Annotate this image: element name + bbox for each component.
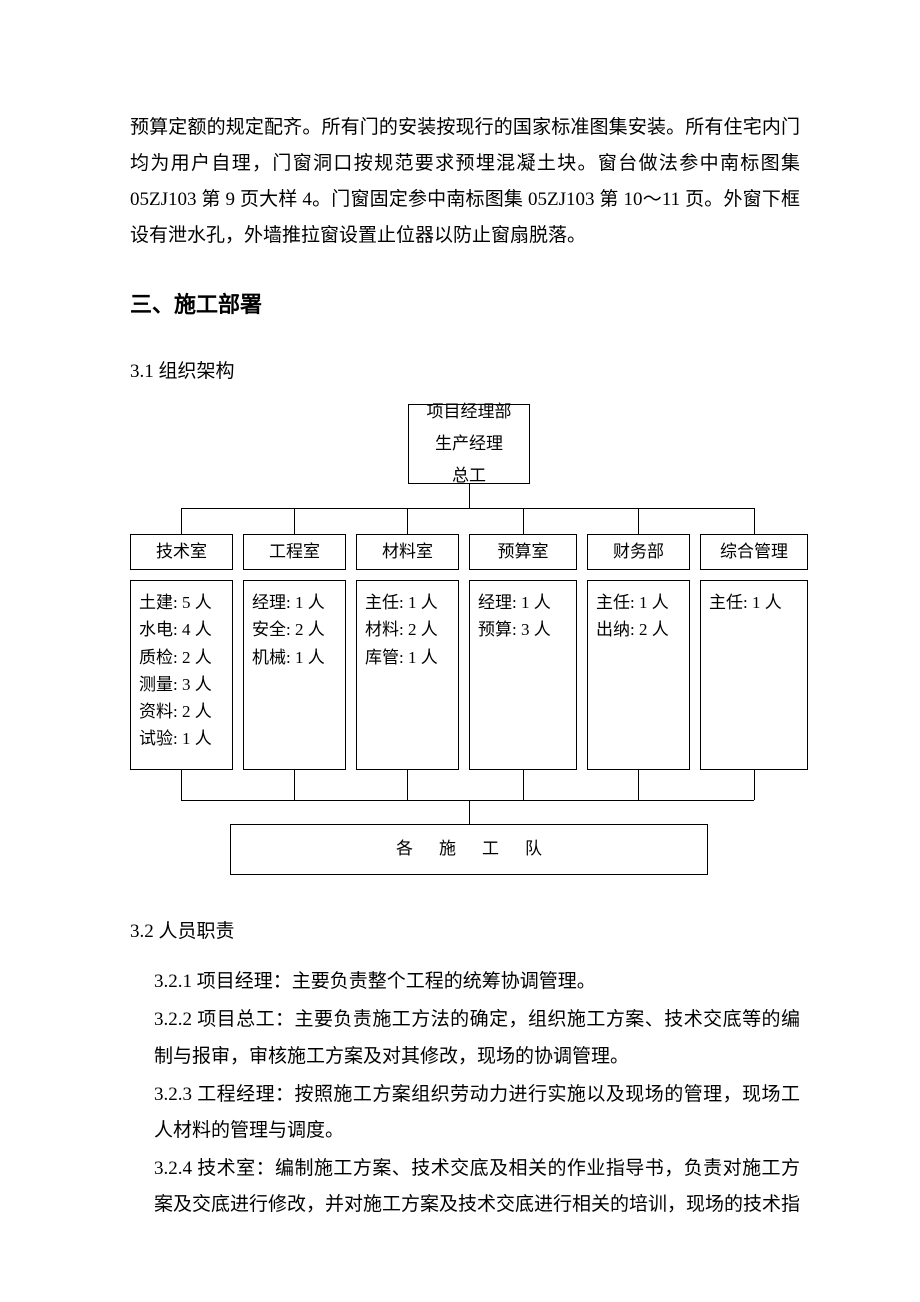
org-bottom-box: 各施工队 [230, 824, 708, 874]
org-staff-line: 主任: 1 人 [365, 589, 450, 616]
org-top-line2: 生产经理 [435, 428, 503, 460]
org-staff-box: 经理: 1 人安全: 2 人机械: 1 人 [243, 580, 346, 770]
org-staff-line: 机械: 1 人 [252, 644, 337, 671]
org-line [407, 770, 408, 800]
resp-item: 3.2.4 技术室：编制施工方案、技术交底及相关的作业指导书，负责对施工方案及交… [154, 1151, 800, 1223]
org-staff-line: 经理: 1 人 [252, 589, 337, 616]
org-staff-line: 质检: 2 人 [139, 644, 224, 671]
org-dept-box: 预算室 [469, 534, 577, 570]
org-line [754, 508, 755, 534]
org-dept-box: 财务部 [587, 534, 690, 570]
org-line [523, 770, 524, 800]
intro-paragraph: 预算定额的规定配齐。所有门的安装按现行的国家标准图集安装。所有住宅内门均为用户自… [130, 110, 800, 254]
section-3-2-title: 3.2 人员职责 [130, 914, 800, 950]
org-line [294, 508, 295, 534]
org-dept-label: 材料室 [382, 536, 433, 568]
org-line [523, 508, 524, 534]
org-staff-line: 资料: 2 人 [139, 698, 224, 725]
responsibilities-block: 3.2.1 项目经理：主要负责整个工程的统筹协调管理。 3.2.2 项目总工：主… [130, 964, 800, 1223]
org-staff-line: 安全: 2 人 [252, 616, 337, 643]
org-line [469, 484, 470, 508]
org-staff-box: 主任: 1 人出纳: 2 人 [587, 580, 690, 770]
org-top-line1: 项目经理部 [427, 396, 512, 428]
org-dept-label: 财务部 [613, 536, 664, 568]
org-line [294, 770, 295, 800]
org-staff-box: 主任: 1 人 [700, 580, 808, 770]
org-line [469, 800, 470, 824]
org-staff-box: 主任: 1 人材料: 2 人库管: 1 人 [356, 580, 459, 770]
org-staff-line: 库管: 1 人 [365, 644, 450, 671]
org-line [638, 770, 639, 800]
org-staff-line: 土建: 5 人 [139, 589, 224, 616]
org-line [181, 508, 182, 534]
org-dept-label: 技术室 [156, 536, 207, 568]
section-3-title: 三、施工部署 [130, 284, 800, 326]
org-dept-box: 综合管理 [700, 534, 808, 570]
org-staff-line: 出纳: 2 人 [596, 616, 681, 643]
org-line [754, 770, 755, 800]
org-staff-line: 预算: 3 人 [478, 616, 568, 643]
org-line [638, 508, 639, 534]
resp-item: 3.2.3 工程经理：按照施工方案组织劳动力进行实施以及现场的管理，现场工人材料… [154, 1077, 800, 1149]
org-staff-line: 材料: 2 人 [365, 616, 450, 643]
org-staff-box: 经理: 1 人预算: 3 人 [469, 580, 577, 770]
org-staff-line: 试验: 1 人 [139, 725, 224, 752]
org-line [181, 770, 182, 800]
org-dept-box: 工程室 [243, 534, 346, 570]
org-staff-line: 经理: 1 人 [478, 589, 568, 616]
org-dept-label: 综合管理 [720, 536, 788, 568]
org-line [407, 508, 408, 534]
org-staff-box: 土建: 5 人水电: 4 人质检: 2 人测量: 3 人资料: 2 人试验: 1… [130, 580, 233, 770]
org-staff-line: 主任: 1 人 [596, 589, 681, 616]
org-line [181, 800, 754, 801]
org-dept-box: 技术室 [130, 534, 233, 570]
org-chart: 项目经理部 生产经理 总工 技术室 工程室 材料室 预算室 财务部 综合管理 土… [130, 404, 810, 874]
resp-item: 3.2.1 项目经理：主要负责整个工程的统筹协调管理。 [154, 964, 800, 1000]
org-dept-box: 材料室 [356, 534, 459, 570]
org-top-box: 项目经理部 生产经理 总工 [408, 404, 530, 484]
resp-item: 3.2.2 项目总工：主要负责施工方法的确定，组织施工方案、技术交底等的编制与报… [154, 1002, 800, 1074]
org-staff-line: 水电: 4 人 [139, 616, 224, 643]
org-dept-label: 预算室 [498, 536, 549, 568]
org-line [181, 508, 754, 509]
org-staff-line: 主任: 1 人 [709, 589, 799, 616]
org-bottom-label: 各施工队 [396, 839, 568, 858]
org-dept-label: 工程室 [269, 536, 320, 568]
section-3-1-title: 3.1 组织架构 [130, 354, 800, 390]
org-staff-line: 测量: 3 人 [139, 671, 224, 698]
